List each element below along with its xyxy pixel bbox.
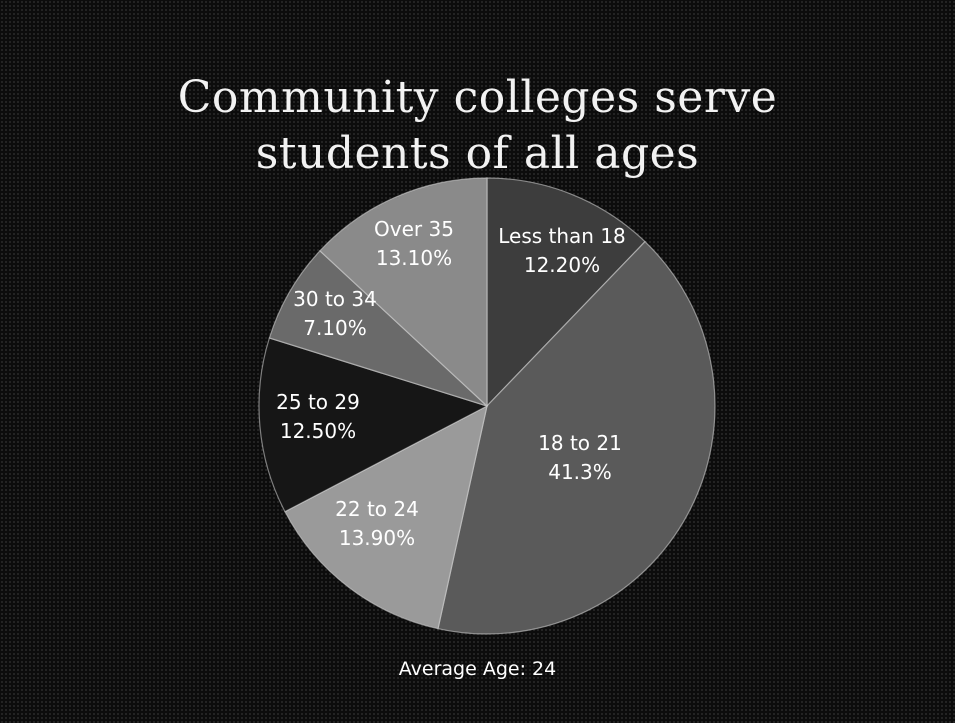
slice-label-18-to-21: 18 to 21 41.3% xyxy=(538,431,622,484)
title-line-2: students of all ages xyxy=(255,128,700,179)
pie-slice-less-than-18 xyxy=(486,177,646,408)
slice-category-text: 25 to 29 xyxy=(276,390,360,414)
slice-value-text: 41.3% xyxy=(548,460,612,484)
slice-value-text: 13.90% xyxy=(339,526,415,550)
slice-category-text: 30 to 34 xyxy=(293,287,377,311)
slice-value-text: 7.10% xyxy=(303,316,367,340)
slice-category-text: Over 35 xyxy=(374,217,454,241)
slice-label-25-to-29: 25 to 29 12.50% xyxy=(276,390,360,443)
slice-category-text: 18 to 21 xyxy=(538,431,622,455)
title-line-1: Community colleges serve xyxy=(177,72,778,123)
slice-value-text: 13.10% xyxy=(376,246,452,270)
pie-slice-22-to-24 xyxy=(284,404,488,630)
pie-slice-18-to-21 xyxy=(437,240,716,635)
slice-label-22-to-24: 22 to 24 13.90% xyxy=(335,497,419,550)
slice-label-30-to-34: 30 to 34 7.10% xyxy=(293,287,377,340)
slice-category-text: Less than 18 xyxy=(498,224,626,248)
pie-slice-over-35 xyxy=(319,177,488,408)
slice-category-text: 22 to 24 xyxy=(335,497,419,521)
slice-label-over-35: Over 35 13.10% xyxy=(374,217,454,270)
average-age-note: Average Age: 24 xyxy=(398,658,557,680)
slice-label-less-than-18: Less than 18 12.20% xyxy=(498,224,626,277)
chart-title: Community colleges serve students of all… xyxy=(0,70,955,182)
slice-value-text: 12.50% xyxy=(280,419,356,443)
slice-value-text: 12.20% xyxy=(524,253,600,277)
pie-slice-25-to-29 xyxy=(258,337,489,513)
pie-slice-30-to-34 xyxy=(268,249,488,407)
